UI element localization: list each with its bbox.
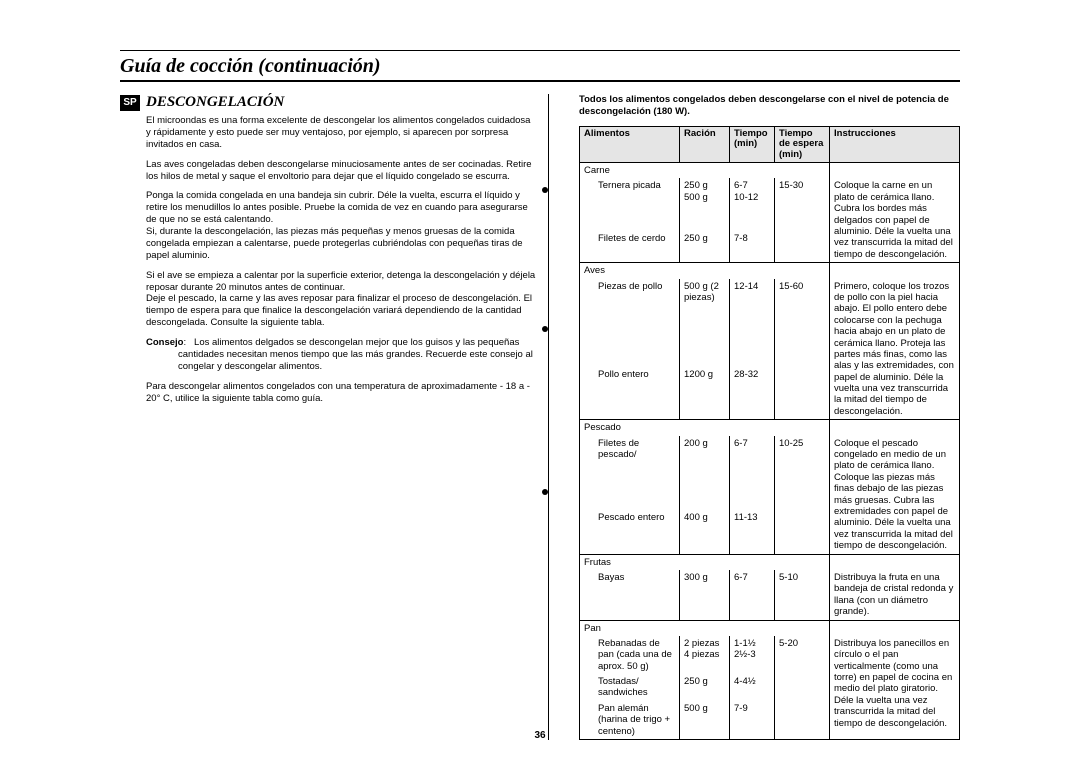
columns: SP DESCONGELACIÓN El microondas es una f…	[120, 94, 960, 740]
cell	[830, 620, 960, 636]
cell: Distribuya los panecillos en círculo o e…	[830, 636, 960, 740]
defrost-table: Alimentos Ración Tiempo (min) Tiempo de …	[579, 126, 960, 740]
para-3: Ponga la comida congelada en una bandeja…	[146, 190, 536, 226]
th-portion: Ración	[680, 126, 730, 162]
th-time: Tiempo (min)	[730, 126, 775, 162]
column-gutter	[548, 94, 579, 740]
para-1: El microondas es una forma excelente de …	[146, 115, 536, 151]
table-row: Ternera picada 250 g500 g 6-710-12 15-30…	[580, 178, 960, 231]
page-title: Guía de cocción (continuación)	[120, 55, 381, 78]
table-row: Carne	[580, 163, 960, 179]
table-row: Frutas	[580, 554, 960, 570]
consejo-text: Los alimentos delgados se descongelan me…	[178, 337, 533, 372]
cell: Distribuya la fruta en una bandeja de cr…	[830, 570, 960, 620]
cell: 1200 g	[680, 367, 730, 420]
table-row: Aves	[580, 263, 960, 279]
cell: 7-9	[730, 701, 775, 740]
cell	[830, 420, 960, 436]
table-row: Piezas de pollo 500 g (2 piezas) 12-14 1…	[580, 279, 960, 368]
cell: Piezas de pollo	[580, 279, 680, 368]
para-2: Las aves congeladas deben descongelarse …	[146, 159, 536, 183]
bullet-icon	[542, 187, 548, 193]
cat-aves: Aves	[580, 263, 830, 279]
bullet-icon	[542, 489, 548, 495]
table-row: Filetes de pescado/ 200 g 6-7 10-25 Colo…	[580, 436, 960, 510]
table-row: Pan	[580, 620, 960, 636]
title-row: Guía de cocción (continuación)	[120, 55, 960, 82]
table-row: Pescado	[580, 420, 960, 436]
cell: 5-20	[775, 636, 830, 674]
cell: 15-60	[775, 279, 830, 368]
cell: 10-25	[775, 436, 830, 510]
bullet-icon	[542, 326, 548, 332]
cell	[830, 163, 960, 179]
cat-pescado: Pescado	[580, 420, 830, 436]
para-4: Si, durante la descongelación, las pieza…	[146, 226, 536, 262]
cell	[830, 263, 960, 279]
cell: 250 g500 g	[680, 178, 730, 231]
cell: 200 g	[680, 436, 730, 510]
cell: 15-30	[775, 178, 830, 231]
para-7: Para descongelar alimentos congelados co…	[146, 381, 536, 405]
cell: Pollo entero	[580, 367, 680, 420]
table-row: Bayas 300 g 6-7 5-10 Distribuya la fruta…	[580, 570, 960, 620]
table-row: Rebanadas de pan (cada una de aprox. 50 …	[580, 636, 960, 674]
cell: 500 g (2 piezas)	[680, 279, 730, 368]
cat-pan: Pan	[580, 620, 830, 636]
top-rule	[120, 50, 960, 51]
cell: 11-13	[730, 510, 775, 554]
cell	[775, 367, 830, 420]
cell: Ternera picada	[580, 178, 680, 231]
cell: 1-1½2½-3	[730, 636, 775, 674]
cell: 28-32	[730, 367, 775, 420]
cell: 7-8	[730, 231, 775, 262]
cell: Pan alemán (harina de trigo + centeno)	[580, 701, 680, 740]
cell: 300 g	[680, 570, 730, 620]
cat-carne: Carne	[580, 163, 830, 179]
th-instr: Instrucciones	[830, 126, 960, 162]
cell: 400 g	[680, 510, 730, 554]
right-column: Todos los alimentos congelados deben des…	[579, 94, 960, 740]
sp-badge: SP	[120, 95, 140, 111]
cell: Pescado entero	[580, 510, 680, 554]
para-5: Si el ave se empieza a calentar por la s…	[146, 270, 536, 294]
cell: 2 piezas4 piezas	[680, 636, 730, 674]
consejo: Consejo: Los alimentos delgados se desco…	[178, 337, 536, 373]
cell: Coloque la carne en un plato de cerámica…	[830, 178, 960, 262]
left-column: DESCONGELACIÓN El microondas es una form…	[146, 94, 536, 740]
cell: Coloque el pescado congelado en medio de…	[830, 436, 960, 554]
cell: Filetes de cerdo	[580, 231, 680, 262]
cell: 5-10	[775, 570, 830, 620]
section-subhead: DESCONGELACIÓN	[146, 94, 536, 111]
cell: Primero, coloque los trozos de pollo con…	[830, 279, 960, 420]
table-header-row: Alimentos Ración Tiempo (min) Tiempo de …	[580, 126, 960, 162]
cell: Tostadas/ sandwiches	[580, 674, 680, 701]
cat-frutas: Frutas	[580, 554, 830, 570]
th-food: Alimentos	[580, 126, 680, 162]
page-number: 36	[534, 730, 545, 741]
consejo-label: Consejo	[146, 337, 183, 348]
cell: 6-7	[730, 436, 775, 510]
cell: Bayas	[580, 570, 680, 620]
cell: 500 g	[680, 701, 730, 740]
th-stand: Tiempo de espera (min)	[775, 126, 830, 162]
cell	[775, 231, 830, 262]
cell	[775, 510, 830, 554]
cell	[775, 701, 830, 740]
cell	[830, 554, 960, 570]
cell: 250 g	[680, 231, 730, 262]
cell: Rebanadas de pan (cada una de aprox. 50 …	[580, 636, 680, 674]
cell: 6-710-12	[730, 178, 775, 231]
cell: 6-7	[730, 570, 775, 620]
cell: Filetes de pescado/	[580, 436, 680, 510]
cell	[775, 674, 830, 701]
para-6: Deje el pescado, la carne y las aves rep…	[146, 293, 536, 329]
page: Guía de cocción (continuación) SP DESCON…	[0, 0, 1080, 763]
cell: 12-14	[730, 279, 775, 368]
cell: 250 g	[680, 674, 730, 701]
right-intro: Todos los alimentos congelados deben des…	[579, 94, 960, 118]
cell: 4-4½	[730, 674, 775, 701]
